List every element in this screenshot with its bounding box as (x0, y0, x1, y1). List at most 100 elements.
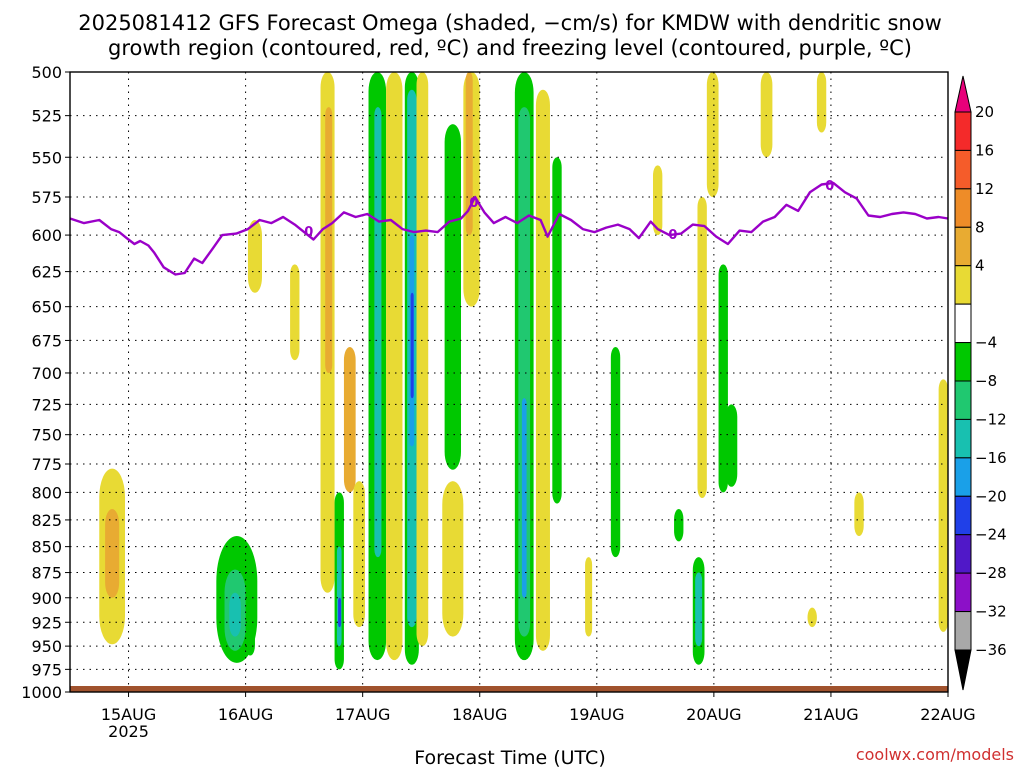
omega-region-31 (535, 89, 550, 651)
colorbar-label-12: −32 (975, 603, 1007, 621)
colorbar-segment-4 (954, 226, 972, 267)
x-tick-label-17AUG: 17AUG (335, 705, 390, 724)
colorbar-label-10: −24 (975, 526, 1007, 544)
omega-region-22 (416, 72, 429, 647)
omega-region-39 (695, 572, 703, 647)
omega-region-14 (353, 481, 366, 628)
y-tick-label-975: 975 (31, 660, 62, 679)
y-tick-label-625: 625 (31, 263, 62, 282)
x-tick-label-20AUG: 20AUG (686, 705, 741, 724)
colorbar-label-1: 16 (975, 141, 994, 159)
plot-frame (69, 71, 949, 693)
colorbar-label-2: 12 (975, 180, 994, 198)
colorbar-segment-13 (954, 572, 972, 613)
y-tick-label-575: 575 (31, 188, 62, 207)
colorbar-label-9: −20 (975, 487, 1007, 505)
colorbar-bottom-arrow (954, 649, 972, 691)
y-tick-label-850: 850 (31, 538, 62, 557)
y-tick-label-950: 950 (31, 637, 62, 656)
omega-region-27 (465, 72, 473, 236)
freezing-level-line (69, 181, 949, 276)
y-tick-label-650: 650 (31, 298, 62, 317)
y-tick-label-700: 700 (31, 364, 62, 383)
y-tick-label-925: 925 (31, 613, 62, 632)
y-tick-label-900: 900 (31, 589, 62, 608)
x-tick-label-15AUG: 15AUG (101, 705, 156, 724)
x-tick-sublabel-15AUG: 2025 (108, 722, 149, 741)
omega-region-46 (854, 492, 864, 537)
colorbar-label-6: −8 (975, 372, 997, 390)
colorbar-segment-11 (954, 495, 972, 536)
colorbar-segment-10 (954, 457, 972, 497)
omega-region-32 (552, 157, 562, 504)
omega-region-6 (247, 220, 262, 293)
omega-region-30 (521, 398, 527, 598)
chart-title-line2: growth region (contoured, red, ºC) and f… (108, 36, 912, 60)
freezing-level-label-2: 0 (668, 228, 677, 243)
x-tick-label-21AUG: 21AUG (803, 705, 858, 724)
y-tick-label-525: 525 (31, 107, 62, 126)
chart-title-line1: 2025081412 GFS Forecast Omega (shaded, −… (78, 11, 942, 35)
omega-region-29 (518, 107, 531, 637)
colorbar-label-4: 4 (975, 257, 985, 275)
y-tick-label-725: 725 (31, 395, 62, 414)
colorbar-label-3: 8 (975, 218, 985, 236)
plot-area: 0 0 0 0 (69, 71, 949, 693)
omega-region-35 (652, 165, 663, 236)
colorbar-segment-14 (954, 611, 972, 651)
y-tick-label-1000: 1000 (21, 683, 62, 702)
omega-region-40 (706, 72, 719, 198)
omega-region-13 (343, 347, 356, 493)
colorbar: 20 16 12 8 4 −4 −8 −12 −16 −20 −24 −28 −32 −36 (954, 75, 1007, 691)
omega-region-21 (410, 292, 414, 399)
omega-region-42 (725, 404, 738, 487)
omega-region-11 (336, 546, 342, 647)
colorbar-segment-2 (954, 149, 972, 190)
omega-region-25 (442, 481, 464, 637)
colorbar-segment-8 (954, 380, 972, 420)
x-tick-label-18AUG: 18AUG (452, 705, 507, 724)
omega-region-1 (105, 509, 120, 598)
omega-region-7 (290, 264, 300, 361)
pressure-axis: 500 525 550 575 600 625 650 675 700 725 750 775 800 8… (21, 63, 70, 702)
omega-region-47 (938, 379, 948, 632)
colorbar-segment-6 (954, 303, 972, 344)
x-tick-label-22AUG: 22AUG (920, 705, 975, 724)
freezing-level-contour: 0 0 0 0 (69, 179, 949, 276)
freezing-level-label-1: 0 (469, 196, 478, 211)
y-tick-label-775: 775 (31, 455, 62, 474)
colorbar-label-5: −4 (975, 334, 997, 352)
y-tick-label-550: 550 (31, 148, 62, 167)
omega-region-33 (585, 557, 593, 637)
x-axis-title: Forecast Time (UTC) (414, 747, 605, 768)
surface-strip (70, 686, 948, 692)
x-tick-label-16AUG: 16AUG (218, 705, 273, 724)
y-tick-label-675: 675 (31, 331, 62, 350)
colorbar-label-0: 20 (975, 103, 994, 121)
y-tick-label-500: 500 (31, 63, 62, 82)
omega-region-44 (816, 72, 827, 133)
colorbar-segment-7 (954, 342, 972, 382)
colorbar-label-8: −16 (975, 449, 1007, 467)
colorbar-label-7: −12 (975, 410, 1007, 428)
x-tick-label-19AUG: 19AUG (569, 705, 624, 724)
credit-link[interactable]: coolwx.com/models (856, 745, 1014, 764)
y-tick-label-875: 875 (31, 564, 62, 583)
y-tick-label-600: 600 (31, 226, 62, 245)
colorbar-segment-3 (954, 188, 972, 228)
omega-region-34 (610, 347, 621, 558)
colorbar-segment-9 (954, 418, 972, 459)
omega-region-45 (807, 607, 817, 628)
omega-region-9 (325, 107, 333, 373)
omega-region-16 (374, 107, 382, 558)
y-tick-label-825: 825 (31, 511, 62, 530)
omega-region-12 (338, 597, 342, 628)
y-tick-label-750: 750 (31, 426, 62, 445)
plot-background (70, 72, 948, 692)
omega-region-37 (674, 509, 684, 542)
omega-region-5 (245, 557, 255, 656)
omega-region-17 (386, 72, 403, 661)
omega-region-36 (697, 197, 707, 498)
